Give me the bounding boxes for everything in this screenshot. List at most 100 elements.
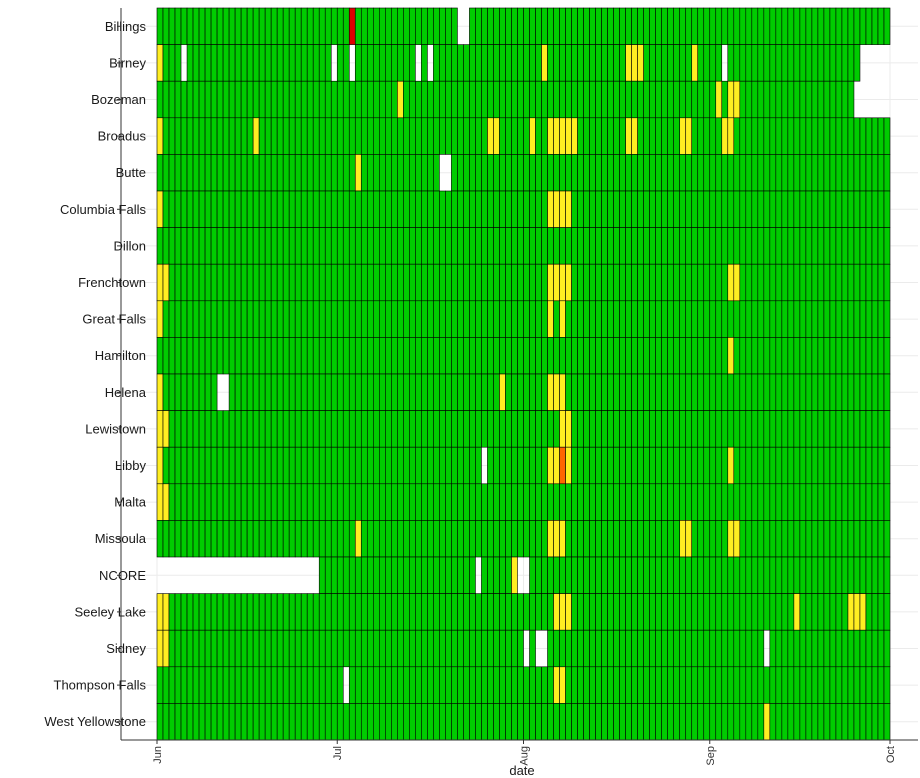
heatmap-cell-good (793, 629, 801, 668)
heatmap-cell-good (541, 227, 548, 265)
heatmap-cell-good (619, 117, 626, 155)
heatmap-cell-good (601, 154, 608, 192)
heatmap-cell-good (859, 190, 867, 228)
y-tick-label: Birney (109, 55, 146, 70)
heatmap-cell-good (270, 446, 278, 485)
heatmap-cell-good (667, 300, 675, 338)
heatmap-cell-good (733, 556, 741, 594)
heatmap-cell-good (781, 190, 789, 228)
heatmap-cell-good (757, 629, 765, 668)
heatmap-cell-good (475, 629, 482, 668)
heatmap-cell-good (799, 483, 807, 521)
heatmap-cell-good (595, 373, 602, 411)
heatmap-cell-good (871, 300, 879, 338)
heatmap-cell-good (655, 410, 662, 448)
heatmap-cell-good (288, 446, 296, 485)
heatmap-cell-good (354, 227, 362, 265)
heatmap-cell-good (415, 337, 422, 375)
heatmap-cell-good (595, 446, 602, 485)
heatmap-cell-good (787, 593, 795, 631)
heatmap-cell-good (246, 446, 254, 485)
heatmap-cell-good (397, 227, 404, 265)
heatmap-cell-moderate (565, 117, 572, 155)
heatmap-cell-good (655, 154, 662, 192)
heatmap-cell-good (553, 80, 560, 119)
heatmap-cell-good (240, 483, 248, 521)
heatmap-cell-good (517, 300, 524, 338)
heatmap-cell-good (162, 337, 170, 375)
heatmap-cell-good (258, 666, 266, 704)
heatmap-cell-good (637, 7, 644, 45)
heatmap-cell-good (793, 337, 801, 375)
heatmap-cell-good (607, 520, 614, 558)
heatmap-cell-good (523, 703, 530, 741)
heatmap-cell-good (330, 263, 338, 302)
heatmap-cell-good (366, 629, 374, 668)
heatmap-cell-good (234, 446, 242, 485)
heatmap-cell-good (475, 117, 482, 155)
heatmap-cell-good (793, 483, 801, 521)
heatmap-cell-good (391, 7, 398, 45)
heatmap-cell-good (505, 629, 512, 668)
heatmap-cell-good (661, 44, 669, 82)
heatmap-cell-good (385, 154, 392, 192)
heatmap-cell-good (871, 446, 879, 485)
heatmap-cell-good (565, 483, 572, 521)
heatmap-cell-good (421, 337, 428, 375)
heatmap-cell-good (366, 483, 374, 521)
heatmap-cell-good (667, 80, 675, 119)
heatmap-cell-good (589, 483, 596, 521)
heatmap-cell-moderate (565, 593, 572, 631)
heatmap-cell-good (541, 703, 548, 741)
heatmap-cell-good (667, 410, 675, 448)
heatmap-cell-good (421, 117, 428, 155)
heatmap-cell-good (697, 410, 705, 448)
heatmap-cell-good (739, 373, 747, 411)
heatmap-cell-good (192, 446, 200, 485)
heatmap-cell-good (318, 520, 326, 558)
heatmap-cell-good (360, 373, 368, 411)
heatmap-cell-good (625, 227, 632, 265)
heatmap-cell-good (679, 154, 687, 192)
heatmap-cell-good (829, 44, 837, 82)
heatmap-cell-good (721, 300, 729, 338)
heatmap-cell-good (372, 410, 380, 448)
heatmap-cell-good (697, 7, 705, 45)
heatmap-cell-good (186, 629, 194, 668)
heatmap-cell-good (679, 483, 687, 521)
heatmap-cell-good (805, 190, 813, 228)
heatmap-cell-good (835, 556, 843, 594)
heatmap-cell-good (709, 337, 717, 375)
heatmap-cell-good (192, 7, 200, 45)
heatmap-cell-good (715, 703, 723, 741)
heatmap-cell-good (354, 483, 362, 521)
heatmap-cell-good (517, 80, 524, 119)
heatmap-cell-good (282, 446, 290, 485)
heatmap-cell-good (685, 629, 693, 668)
heatmap-cell-good (336, 373, 344, 411)
heatmap-cell-good (499, 410, 506, 448)
heatmap-cell-moderate (156, 629, 164, 668)
y-tick-label: Seeley Lake (74, 604, 146, 619)
heatmap-cell-good (763, 227, 771, 265)
x-tick-label: Sep (705, 746, 717, 766)
heatmap-cell-good (877, 117, 885, 155)
heatmap-cell-good (216, 446, 224, 485)
heatmap-cell-good (673, 80, 681, 119)
heatmap-cell-good (493, 703, 500, 741)
heatmap-cell-good (685, 154, 693, 192)
heatmap-cell-good (391, 337, 398, 375)
heatmap-cell-good (294, 410, 302, 448)
heatmap-cell-good (403, 666, 410, 704)
heatmap-cell-good (174, 373, 182, 411)
heatmap-cell-good (841, 703, 849, 741)
heatmap-cell-good (336, 154, 344, 192)
heatmap-cell-good (481, 666, 488, 704)
heatmap-cell-good (415, 154, 422, 192)
heatmap-cell-good (817, 337, 825, 375)
heatmap-cell-good (631, 593, 638, 631)
heatmap-cell-good (312, 593, 320, 631)
heatmap-cell-good (463, 629, 470, 668)
heatmap-cell-good (751, 227, 759, 265)
heatmap-cell-good (877, 300, 885, 338)
